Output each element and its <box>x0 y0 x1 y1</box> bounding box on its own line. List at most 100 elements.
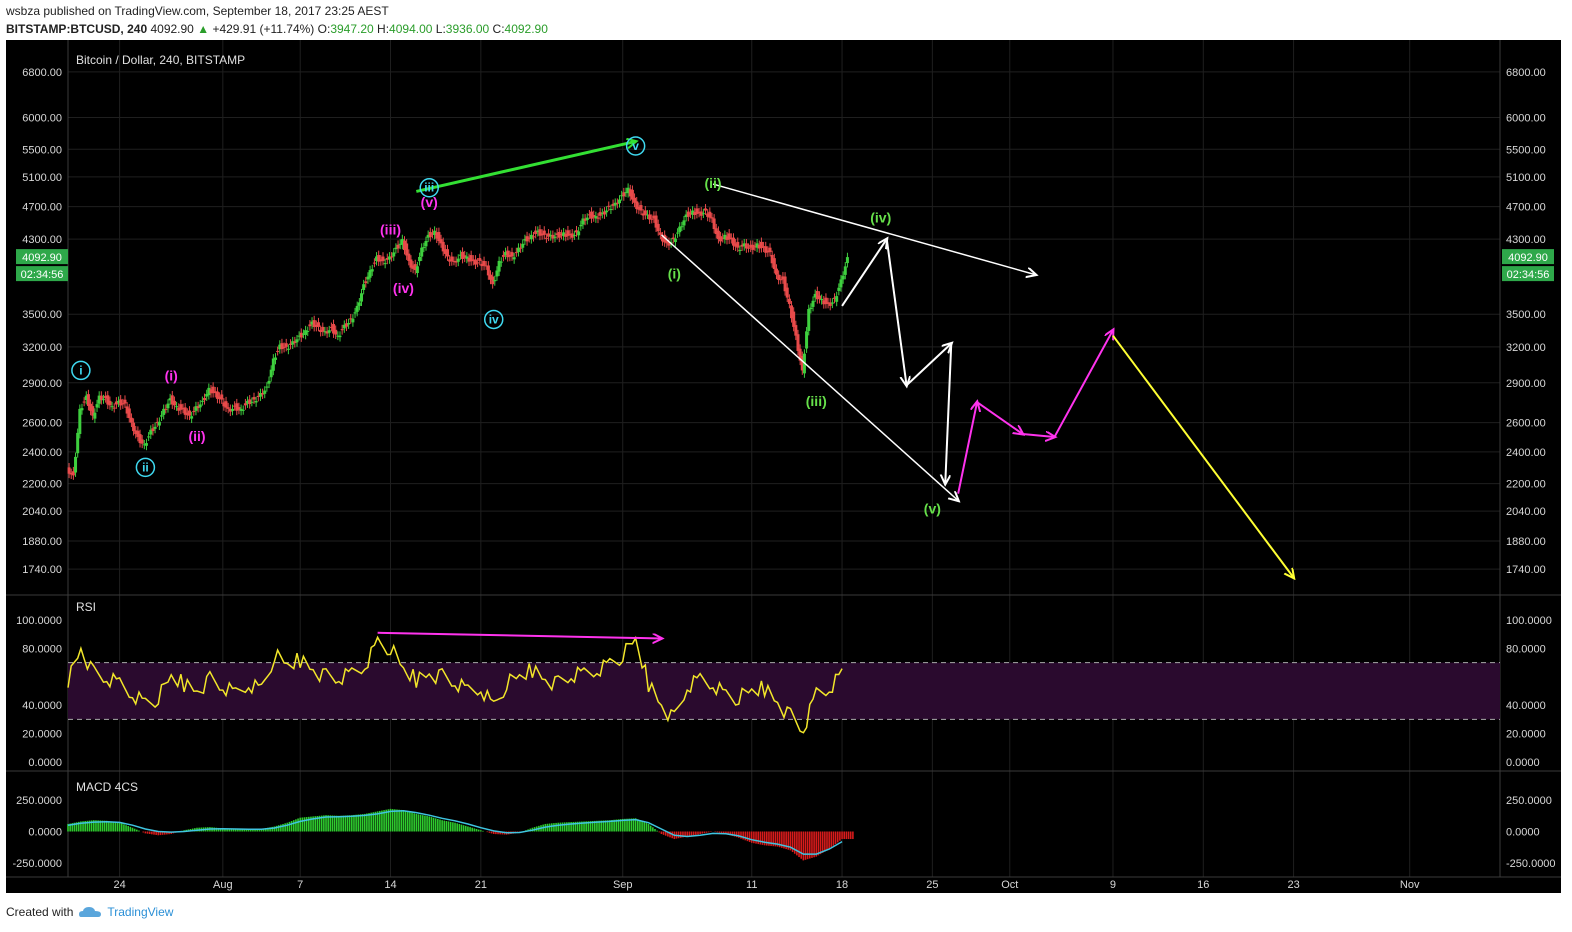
author-name[interactable]: wsbza <box>6 4 41 18</box>
candle-body <box>179 404 183 410</box>
candle-body <box>740 244 744 247</box>
candle-body <box>379 259 383 262</box>
rsi-axis-label-right: 80.0000 <box>1506 643 1546 655</box>
low-label: L: <box>435 22 446 36</box>
candle-body <box>420 247 424 257</box>
rsi-axis-label-left: 100.0000 <box>16 615 62 627</box>
candle-body <box>101 399 105 401</box>
candle-body <box>160 415 164 417</box>
candle-body <box>676 232 680 234</box>
candle-body <box>577 231 581 236</box>
candle-body <box>372 262 376 264</box>
candle-body <box>465 256 469 259</box>
candle-body <box>645 214 649 216</box>
candle-body <box>510 252 514 257</box>
candle-body <box>824 297 828 305</box>
candle-body <box>258 393 262 397</box>
footer: Created with TradingView <box>6 905 173 919</box>
candle-body <box>175 406 179 408</box>
candle-body <box>147 436 151 438</box>
candle-body <box>624 192 628 194</box>
candle-body <box>630 189 634 200</box>
candle-body <box>590 211 594 219</box>
candle-body <box>250 401 254 403</box>
candle-body <box>166 403 170 409</box>
candle-body <box>194 406 198 411</box>
candle-body <box>297 335 301 337</box>
macd-axis-label-right: -250.0000 <box>1506 858 1556 870</box>
elliott-annotation-magenta-segment <box>1022 434 1055 437</box>
price-axis-label-right: 1880.00 <box>1506 536 1546 548</box>
candle-body <box>671 237 675 240</box>
candle-body <box>837 287 841 291</box>
candle-body <box>549 234 553 237</box>
price-axis-label-left: 2200.00 <box>22 479 62 491</box>
candle-body <box>222 402 226 407</box>
candle-body <box>514 252 518 254</box>
candle-body <box>366 276 370 280</box>
rsi-axis-label-right: 20.0000 <box>1506 729 1546 741</box>
tradingview-link[interactable]: TradingView <box>107 905 174 919</box>
candle-body <box>308 324 312 327</box>
price-axis-label-left: 5500.00 <box>22 144 62 156</box>
candle-body <box>329 326 333 328</box>
candle-body <box>181 407 185 409</box>
candle-body <box>385 257 389 260</box>
candle-body <box>542 230 546 235</box>
candle-body <box>280 343 284 350</box>
candle-body <box>91 406 95 416</box>
wave-label: v <box>632 139 639 153</box>
candle-body <box>168 398 172 401</box>
time-axis-label: 7 <box>297 879 303 891</box>
candle-body <box>108 400 112 406</box>
candle-body <box>564 233 568 237</box>
macd-axis-label-left: 0.0000 <box>28 827 62 839</box>
candle-body <box>570 233 574 238</box>
candle-body <box>682 220 686 226</box>
candle-body <box>456 258 460 262</box>
created-with-label: Created with <box>6 905 74 919</box>
candle-body <box>155 422 159 424</box>
candle-body <box>749 244 753 248</box>
candle-body <box>355 305 359 312</box>
candle-body <box>149 429 153 435</box>
price-axis-label-right: 2040.00 <box>1506 506 1546 518</box>
candle-body <box>656 223 660 232</box>
candle-body <box>125 406 129 414</box>
candle-body <box>658 232 662 235</box>
candle-body <box>353 312 357 314</box>
candle-body <box>74 456 78 473</box>
candle-body <box>387 256 391 260</box>
candle-body <box>544 237 548 239</box>
macd-axis-label-left: 250.0000 <box>16 795 62 807</box>
wave-label: (ii) <box>704 175 721 191</box>
candle-body <box>501 255 505 257</box>
rsi-axis-label-left: 0.0000 <box>28 757 62 769</box>
candle-body <box>710 217 714 219</box>
candle-body <box>321 326 325 332</box>
rsi-axis-label-left: 80.0000 <box>22 643 62 655</box>
candle-body <box>607 205 611 207</box>
candle-body <box>95 404 99 408</box>
price-axis-label-left: 4700.00 <box>22 202 62 214</box>
candle-body <box>480 263 484 267</box>
candle-body <box>454 260 458 263</box>
candle-body <box>633 197 637 203</box>
price-tag-right-countdown-bg <box>1502 266 1554 282</box>
candle-body <box>136 430 140 437</box>
candle-body <box>413 264 417 271</box>
close-label: C: <box>492 22 505 36</box>
candle-body <box>770 254 774 264</box>
chart-canvas[interactable]: 6800.00 6800.00 6000.00 6000.00 5500.00 5500.… <box>6 40 1561 893</box>
price-axis-label-right: 2200.00 <box>1506 479 1546 491</box>
candle-body <box>587 214 591 216</box>
candle-body <box>144 443 148 446</box>
candle-body <box>667 241 671 246</box>
candle-body <box>650 218 654 220</box>
time-axis-label: 24 <box>113 879 125 891</box>
candle-body <box>805 331 809 349</box>
candle-body <box>774 268 778 275</box>
high-label: H: <box>377 22 390 36</box>
candle-body <box>835 296 839 302</box>
candle-body <box>736 241 740 248</box>
